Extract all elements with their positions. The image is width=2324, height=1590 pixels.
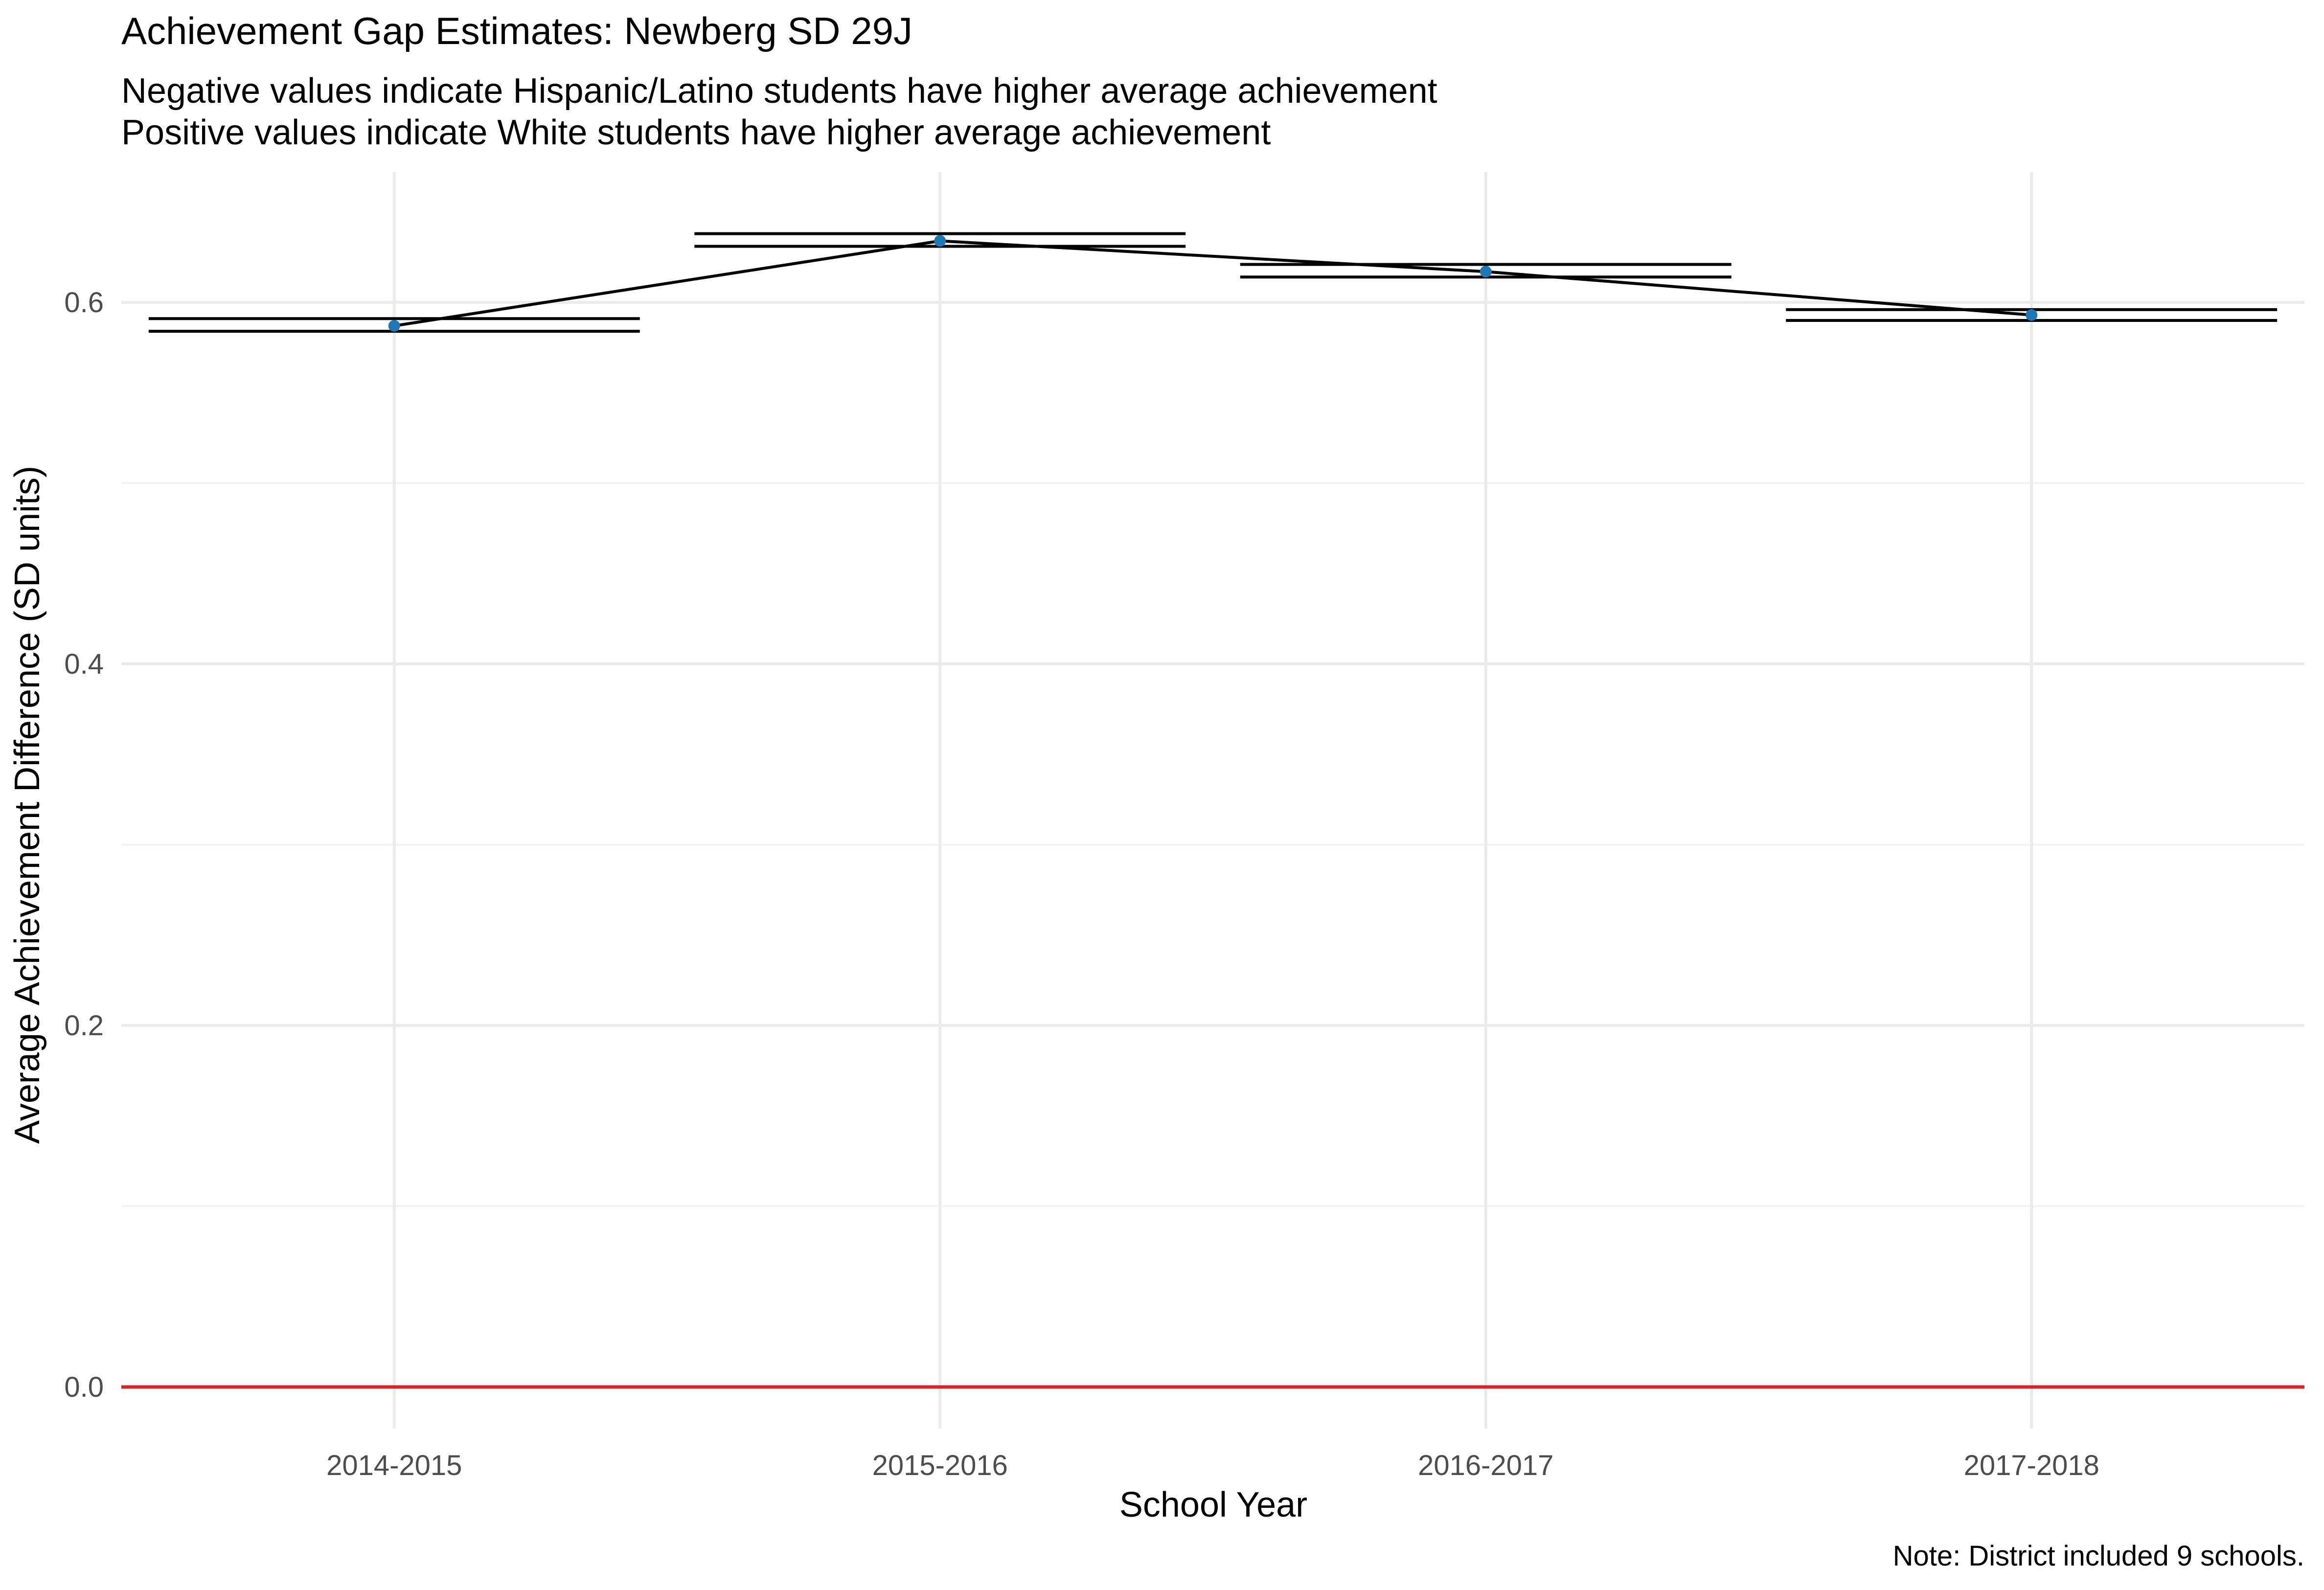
series-line (394, 239, 2032, 328)
data-point (388, 320, 400, 332)
y-tick-label: 0.2 (64, 1010, 104, 1042)
x-tick-label: 2016-2017 (1418, 1450, 1553, 1481)
data-point (2026, 309, 2038, 321)
y-tick-label: 0.0 (64, 1371, 104, 1403)
data-point (934, 235, 946, 247)
chart-subtitle-line-1: Negative values indicate Hispanic/Latino… (121, 71, 1437, 111)
y-tick-label: 0.4 (64, 648, 104, 680)
plot-area: 0.0 0.2 0.4 0.6 2014-2015 2015-2016 2016-2017 2… (64, 172, 2304, 1481)
y-axis-label: Average Achievement Difference (SD units… (8, 466, 47, 1144)
chart-caption: Note: District included 9 schools. (1893, 1540, 2304, 1572)
chart-title: Achievement Gap Estimates: Newberg SD 29… (121, 9, 912, 52)
x-tick-label: 2015-2016 (872, 1450, 1008, 1481)
x-axis-label: School Year (1119, 1485, 1307, 1524)
x-tick-label: 2017-2018 (1964, 1450, 2099, 1481)
x-tick-label: 2014-2015 (326, 1450, 462, 1481)
chart-subtitle-line-2: Positive values indicate White students … (121, 113, 1271, 152)
data-point (1480, 266, 1492, 278)
y-tick-label: 0.6 (64, 287, 104, 318)
